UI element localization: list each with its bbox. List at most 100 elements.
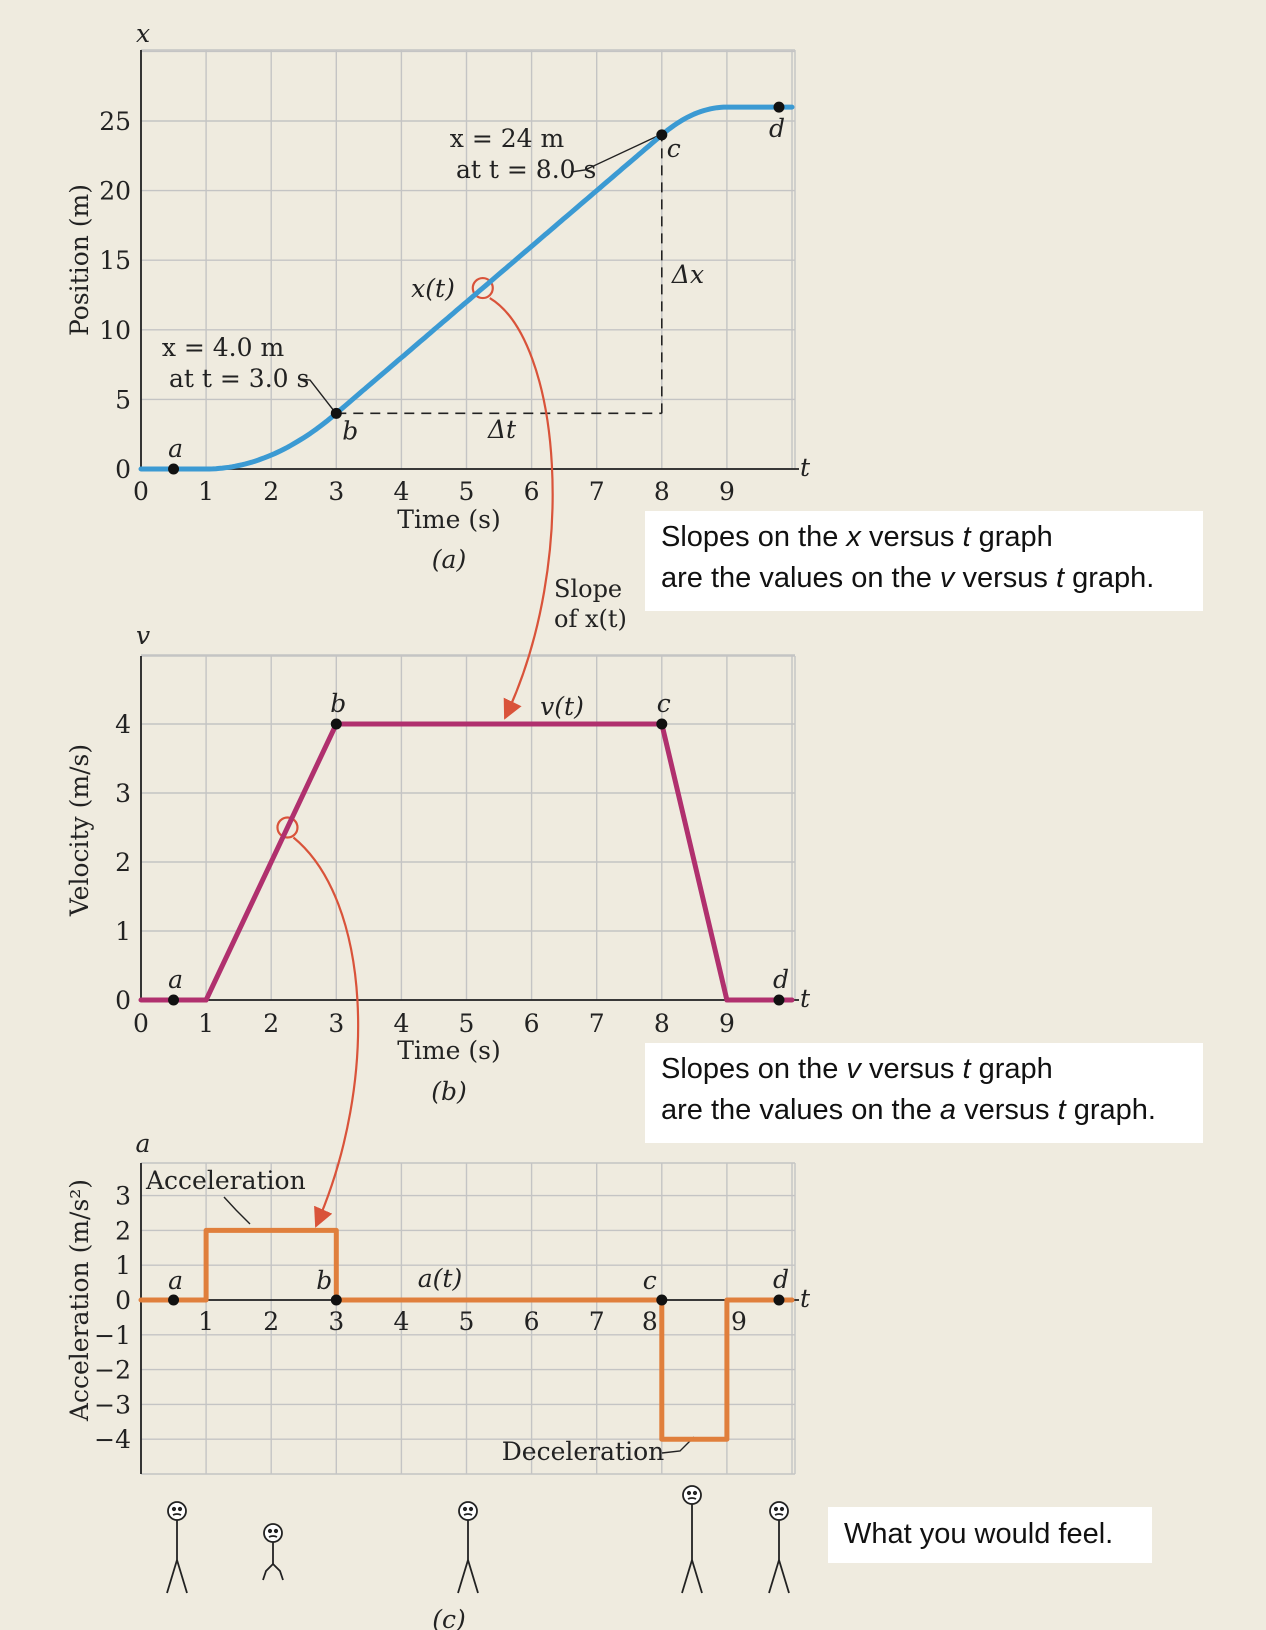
x-tick-label: 4	[393, 1307, 409, 1336]
stick-figure-eye	[273, 1528, 279, 1534]
stick-figure-eye	[468, 1506, 474, 1512]
callout-xt-var-x: x	[846, 521, 861, 553]
x-tick-label: 6	[524, 1009, 540, 1038]
series-line-at	[138, 1227, 795, 1442]
slope-label-line2: of x(t)	[554, 605, 627, 633]
x-tick-label: 8	[654, 1009, 670, 1038]
x-axis-title: Time (s)	[397, 1036, 500, 1065]
stick-figure-eye	[773, 1506, 779, 1512]
x-tick-label: 0	[133, 1009, 149, 1038]
stick-figure-head	[458, 1501, 478, 1521]
stick-figure-leg	[681, 1559, 693, 1594]
delta-x-label: Δx	[671, 260, 704, 289]
annotation-c-line1: x = 24 m	[450, 124, 565, 153]
stick-figure-eye	[171, 1506, 177, 1512]
y-tick-label: 1	[115, 1251, 131, 1280]
y-axis-title: Velocity (m/s)	[65, 744, 94, 917]
x-tick-label: 9	[719, 477, 735, 506]
callout-vt-text-2b: versus	[956, 1094, 1058, 1126]
stick-figure-eye	[692, 1490, 698, 1496]
callout-vt-text-2c: graph.	[1065, 1094, 1156, 1126]
annotation-b-leader	[298, 378, 335, 412]
stick-figure-eye	[267, 1528, 273, 1534]
stick-figure-leg	[768, 1559, 780, 1594]
point-a	[168, 994, 180, 1006]
point-label-d: d	[773, 965, 789, 994]
y-tick-label: 25	[99, 107, 131, 136]
y-tick-label: 0	[115, 986, 131, 1015]
x-axis-title: Time (s)	[397, 505, 500, 534]
point-label-a: a	[168, 965, 183, 994]
point-label-c: c	[657, 689, 671, 718]
point-label-c: c	[667, 134, 681, 163]
slope-marker-circle	[471, 276, 494, 300]
callout-slopes-xt: Slopes on the x versus t graph are the v…	[645, 511, 1203, 611]
callout-xt-text-1a: Slopes on the	[661, 521, 847, 553]
x-tick-label: 3	[328, 1307, 344, 1336]
callout-xt-text-2b: versus	[954, 562, 1056, 594]
stick-figure-mouth	[268, 1535, 278, 1538]
point-c	[656, 718, 668, 730]
x-tick-label: 8	[654, 477, 670, 506]
point-a	[168, 463, 180, 475]
stick-figure-mouth	[774, 1513, 784, 1516]
point-d	[773, 994, 785, 1006]
point-label-d: d	[769, 114, 785, 143]
annotation-acceleration-leader	[223, 1196, 251, 1225]
point-label-d: d	[773, 1265, 789, 1294]
callout-xt-var-v: v	[939, 562, 955, 594]
slope-arrow-xt-to-vt	[489, 297, 554, 720]
point-label-c: c	[643, 1266, 657, 1295]
x-tick-label: 4	[393, 1009, 409, 1038]
x-tick-label: 6	[524, 1307, 540, 1336]
stick-figure-leg	[457, 1559, 469, 1594]
annotation-acceleration: Acceleration	[145, 1166, 306, 1195]
stick-figure-2	[262, 1523, 284, 1581]
y-tick-label: −4	[94, 1425, 131, 1454]
x-tick-label: 7	[589, 1307, 605, 1336]
stick-figure-leg	[778, 1559, 790, 1594]
stick-figure-leg	[176, 1559, 188, 1594]
point-d	[773, 101, 785, 113]
annotation-b-line1: x = 4.0 m	[162, 333, 285, 362]
callout-vt-var-a: a	[939, 1094, 957, 1126]
stick-figure-eye	[779, 1506, 785, 1512]
x-tick-label: 3	[328, 1009, 344, 1038]
delta-t-label: Δt	[487, 415, 517, 444]
y-tick-label: 5	[115, 385, 131, 414]
y-tick-label: 4	[115, 710, 131, 739]
slope-label-line1: Slope	[554, 575, 622, 603]
y-tick-label: 10	[99, 316, 131, 345]
y-tick-label: 2	[115, 848, 131, 877]
callout-vt-text-1b: versus	[860, 1053, 963, 1085]
point-a	[168, 1294, 180, 1306]
point-d	[773, 1294, 785, 1306]
x-tick-label: 5	[459, 1307, 475, 1336]
x-tick-label: 8	[642, 1307, 658, 1336]
grid-panel-2	[140, 1162, 796, 1475]
slope-marker-circle-2	[276, 816, 299, 839]
y-tick-label: 3	[115, 779, 131, 808]
y-tick-label: −3	[94, 1390, 131, 1419]
callout-xt-var-t: t	[962, 521, 971, 553]
x-tick-label: 1	[198, 1307, 214, 1336]
stick-figure-eye	[686, 1490, 692, 1496]
callout-xt-var-t2: t	[1055, 562, 1065, 594]
y-tick-label: 0	[115, 1286, 131, 1315]
slope-arrow-vt-to-at	[292, 836, 360, 1228]
stick-figure-eye	[177, 1506, 183, 1512]
point-c	[656, 129, 668, 141]
panel-label: (c)	[432, 1605, 466, 1630]
callout-xt-text-1b: versus	[860, 521, 963, 553]
x-axis-symbol: t	[800, 984, 811, 1013]
x-tick-label: 1	[198, 477, 214, 506]
x-tick-label: 5	[459, 1009, 475, 1038]
x-tick-label: 2	[263, 1307, 279, 1336]
point-label-b: b	[342, 416, 358, 445]
callout-vt-var-v: v	[846, 1053, 861, 1085]
point-b	[330, 1294, 342, 1306]
x-axis-symbol: t	[800, 453, 811, 482]
x-tick-label: 9	[719, 1009, 735, 1038]
x-axis-symbol: t	[800, 1284, 811, 1313]
